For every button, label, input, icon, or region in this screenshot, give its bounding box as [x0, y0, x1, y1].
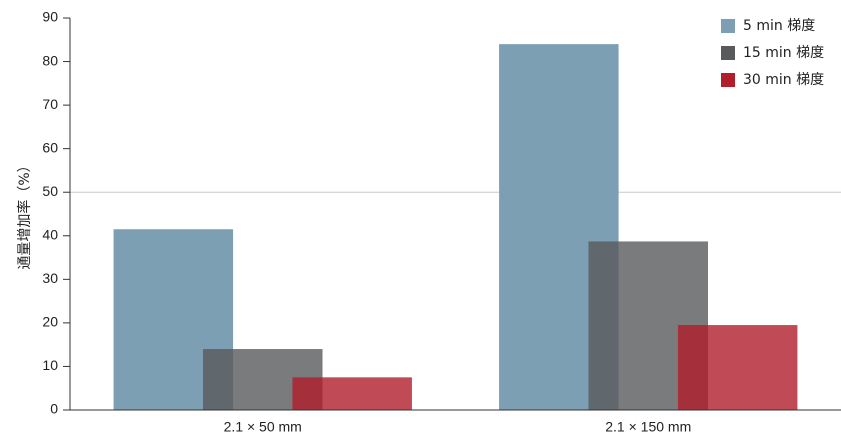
bars-group	[113, 44, 798, 411]
y-tick-label: 70	[42, 96, 58, 112]
y-tick-label: 40	[42, 226, 58, 242]
y-tick-label: 50	[42, 183, 58, 199]
y-tick-label: 30	[42, 270, 58, 286]
bar-3-group-2	[677, 325, 798, 410]
y-tick-label: 80	[42, 52, 58, 68]
legend-label: 15 min 梯度	[743, 45, 824, 61]
y-ticks-group: 0 10 20 30 40 50 60 70 80 90	[42, 9, 70, 417]
y-tick-label: 0	[50, 401, 58, 417]
bar-3-group-1	[292, 377, 412, 410]
y-tick-label: 90	[42, 9, 58, 25]
legend-swatch	[721, 73, 735, 87]
x-ticks-group: 2.1 × 50 mm 2.1 × 150 mm	[224, 419, 692, 435]
y-axis-label: 通量增加率（%）	[16, 158, 33, 269]
y-tick-label: 20	[42, 314, 58, 330]
axes-group	[69, 18, 841, 411]
legend-swatch	[721, 46, 735, 60]
x-tick-label: 2.1 × 150 mm	[605, 419, 691, 435]
legend-swatch	[721, 19, 735, 33]
y-tick-label: 10	[42, 357, 58, 373]
legend-label: 5 min 梯度	[743, 18, 815, 34]
legend-label: 30 min 梯度	[743, 72, 824, 88]
y-tick-label: 60	[42, 139, 58, 155]
legend: 5 min 梯度 15 min 梯度 30 min 梯度	[721, 18, 824, 88]
x-tick-label: 2.1 × 50 mm	[224, 419, 302, 435]
